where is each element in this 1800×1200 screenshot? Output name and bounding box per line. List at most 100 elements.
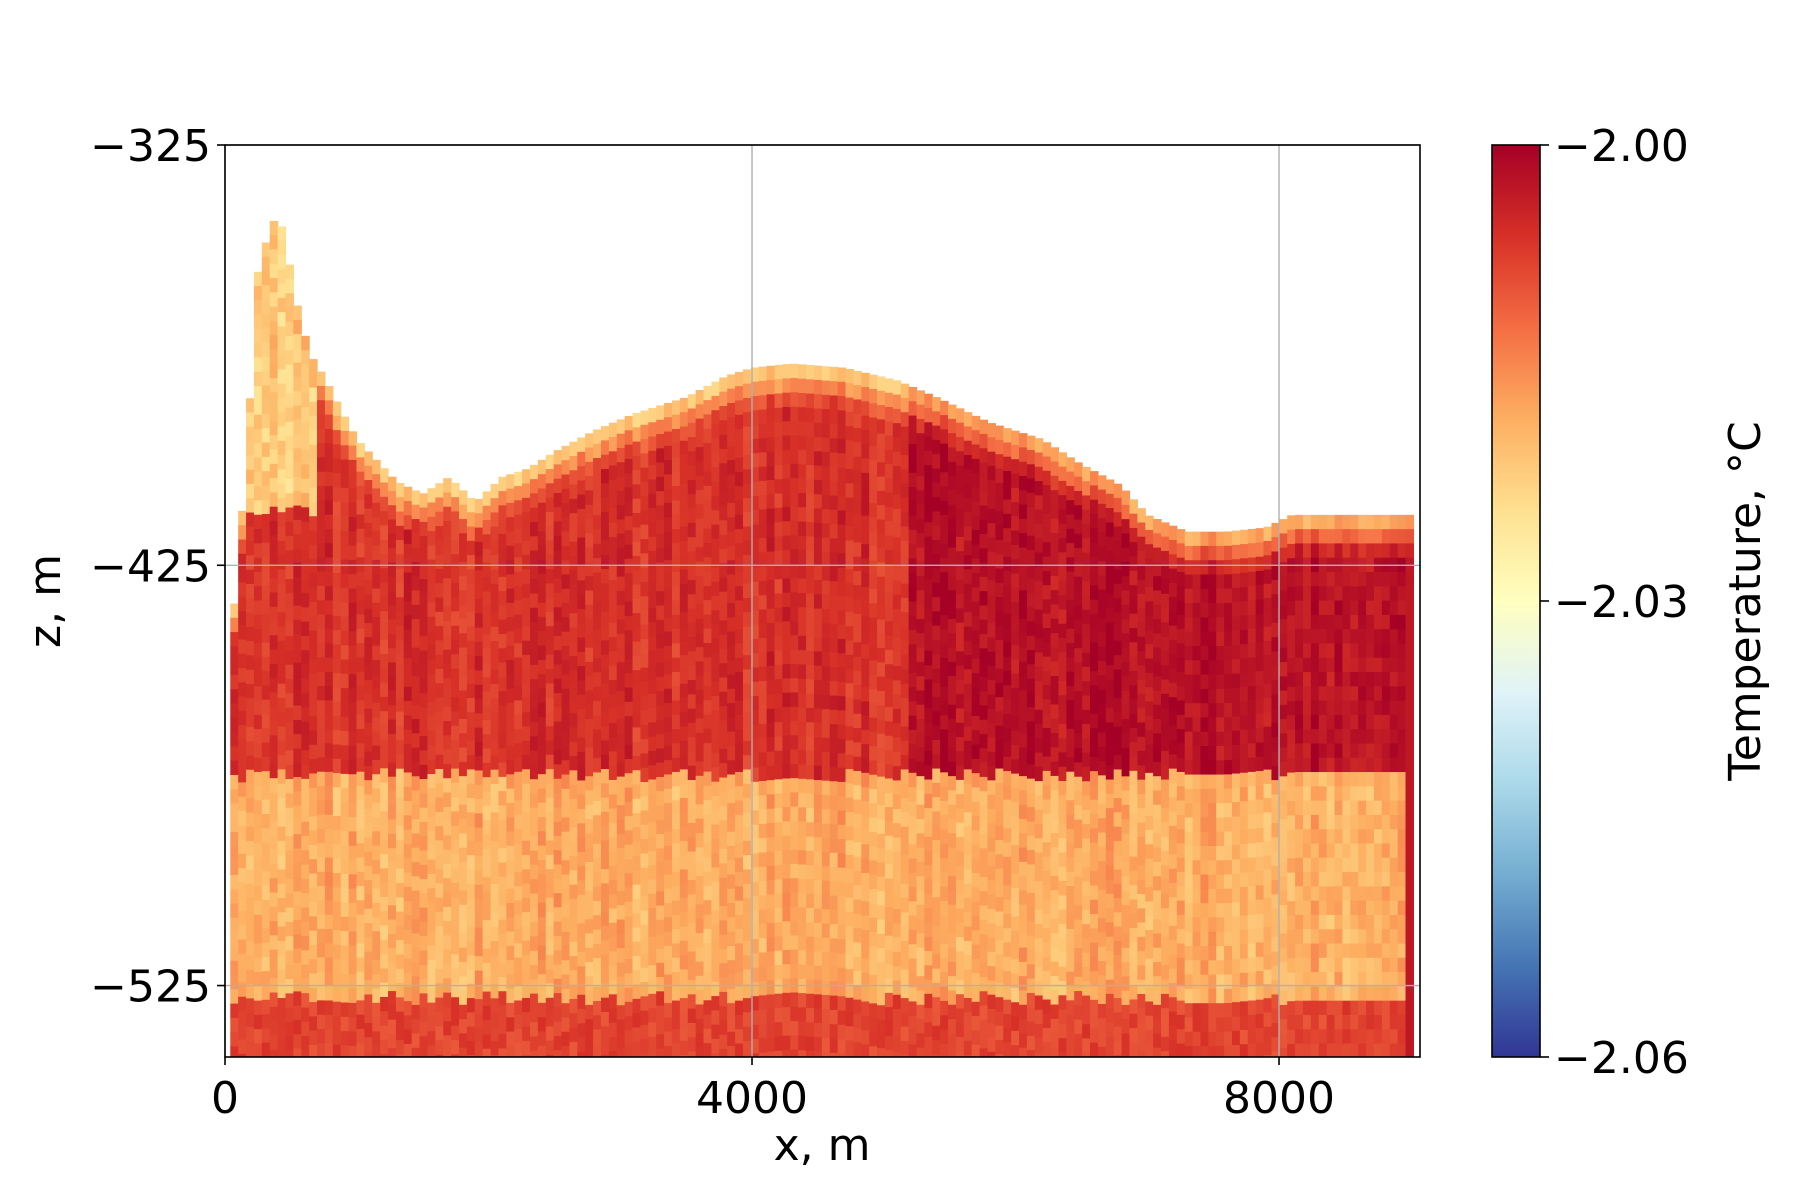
- heatmap-cell: [648, 579, 657, 595]
- heatmap-cell: [624, 901, 634, 917]
- heatmap-cell: [837, 796, 847, 812]
- heatmap-cell: [1082, 609, 1091, 625]
- heatmap-cell: [419, 879, 429, 894]
- heatmap-cell: [932, 554, 941, 570]
- heatmap-cell: [600, 854, 610, 870]
- heatmap-cell: [671, 700, 681, 716]
- heatmap-cell: [671, 914, 681, 930]
- heatmap-cell: [1042, 570, 1052, 586]
- heatmap-cell: [514, 528, 523, 544]
- heatmap-cell: [395, 582, 405, 598]
- heatmap-cell: [553, 592, 563, 608]
- heatmap-cell: [364, 737, 373, 753]
- heatmap-cell: [679, 855, 689, 871]
- heatmap-cell: [356, 471, 365, 487]
- heatmap-cell: [1034, 738, 1044, 754]
- heatmap-cell: [498, 876, 507, 892]
- heatmap-cell: [932, 740, 941, 755]
- heatmap-cell: [758, 995, 768, 1011]
- heatmap-cell: [664, 774, 673, 790]
- heatmap-cell: [238, 625, 247, 641]
- heatmap-cell: [845, 640, 854, 656]
- heatmap-cell: [845, 826, 854, 842]
- heatmap-cell: [940, 615, 949, 631]
- heatmap-cell: [411, 933, 421, 949]
- heatmap-cell: [892, 637, 902, 653]
- heatmap-cell: [790, 921, 799, 936]
- heatmap-cell: [695, 418, 705, 434]
- heatmap-cell: [348, 1045, 358, 1057]
- heatmap-cell: [1066, 1000, 1075, 1016]
- heatmap-cell: [253, 714, 263, 730]
- heatmap-cell: [482, 1005, 492, 1021]
- heatmap-cell: [427, 502, 436, 518]
- heatmap-cell: [963, 812, 973, 828]
- heatmap-cell: [474, 984, 484, 1000]
- heatmap-cell: [1003, 928, 1012, 944]
- heatmap-cell: [790, 420, 799, 436]
- heatmap-cell: [545, 626, 555, 642]
- heatmap-cell: [593, 743, 602, 759]
- heatmap-cell: [317, 385, 326, 401]
- heatmap-cell: [1042, 527, 1052, 543]
- heatmap-cell: [301, 778, 310, 794]
- heatmap-cell: [1034, 481, 1044, 496]
- heatmap-cell: [616, 547, 626, 563]
- heatmap-cell: [474, 498, 484, 514]
- heatmap-cell: [821, 823, 831, 839]
- heatmap-cell: [695, 475, 705, 491]
- heatmap-cell: [522, 483, 531, 499]
- heatmap-cell: [443, 549, 452, 565]
- heatmap-cell: [577, 637, 586, 653]
- heatmap-cell: [679, 740, 689, 756]
- heatmap-cell: [388, 791, 397, 806]
- heatmap-cell: [372, 617, 381, 632]
- heatmap-cell: [813, 1051, 823, 1057]
- heatmap-cell: [608, 551, 618, 567]
- heatmap-cell: [948, 1033, 957, 1049]
- heatmap-cell: [884, 892, 894, 908]
- heatmap-cell: [246, 826, 255, 842]
- heatmap-cell: [419, 707, 429, 723]
- heatmap-cell: [348, 588, 358, 604]
- heatmap-cell: [277, 440, 287, 456]
- heatmap-cell: [238, 839, 247, 855]
- heatmap-cell: [530, 622, 539, 637]
- heatmap-cell: [829, 495, 839, 511]
- heatmap-cell: [506, 688, 515, 704]
- heatmap-cell: [459, 576, 468, 592]
- heatmap-cell: [380, 782, 389, 798]
- heatmap-cell: [490, 798, 500, 814]
- heatmap-cell: [1082, 895, 1091, 911]
- heatmap-cell: [671, 986, 681, 1002]
- heatmap-cell: [742, 898, 752, 913]
- heatmap-cell: [687, 622, 697, 638]
- heatmap-cell: [285, 964, 294, 980]
- heatmap-cell: [427, 788, 436, 804]
- heatmap-cell: [908, 844, 918, 860]
- heatmap-cell: [324, 457, 334, 473]
- heatmap-cell: [695, 690, 705, 705]
- heatmap-cell: [561, 917, 571, 933]
- heatmap-cell: [932, 711, 941, 727]
- heatmap-cell: [798, 850, 807, 866]
- heatmap-cell: [466, 740, 476, 756]
- heatmap-cell: [317, 743, 326, 759]
- heatmap-cell: [719, 677, 728, 693]
- heatmap-cell: [403, 929, 413, 945]
- heatmap-cell: [861, 730, 870, 745]
- heatmap-cell: [727, 974, 736, 990]
- heatmap-cell: [490, 841, 500, 857]
- heatmap-cell: [1058, 923, 1067, 939]
- heatmap-cell: [640, 867, 649, 883]
- heatmap-cell: [719, 848, 728, 864]
- heatmap-cell: [955, 408, 965, 424]
- heatmap-cell: [427, 488, 436, 504]
- heatmap-cell: [269, 392, 279, 408]
- heatmap-cell: [277, 254, 287, 270]
- heatmap-cell: [932, 882, 941, 898]
- heatmap-cell: [435, 740, 444, 756]
- heatmap-cell: [1003, 942, 1012, 958]
- heatmap-cell: [1042, 970, 1052, 986]
- heatmap-cell: [908, 601, 918, 617]
